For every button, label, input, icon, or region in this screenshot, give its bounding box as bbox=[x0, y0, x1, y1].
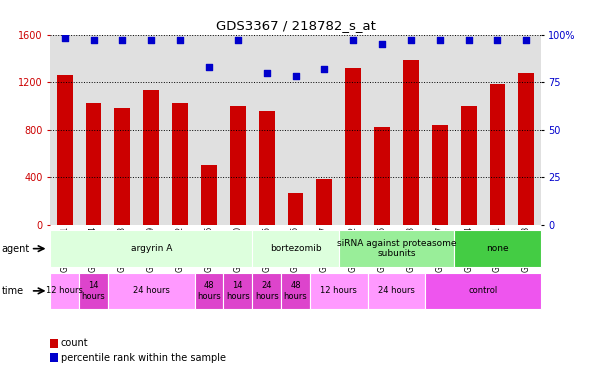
Bar bbox=[79, 35, 108, 225]
Bar bbox=[454, 230, 541, 267]
Bar bbox=[397, 35, 426, 225]
Bar bbox=[374, 127, 390, 225]
Bar bbox=[281, 273, 310, 309]
Point bbox=[406, 37, 415, 43]
Text: 24 hours: 24 hours bbox=[133, 286, 170, 295]
Bar bbox=[108, 35, 137, 225]
Bar bbox=[368, 35, 397, 225]
Bar bbox=[489, 84, 505, 225]
Text: time: time bbox=[2, 286, 24, 296]
Bar bbox=[137, 35, 165, 225]
Bar bbox=[426, 35, 454, 225]
Point bbox=[493, 37, 502, 43]
Point bbox=[118, 37, 127, 43]
Text: count: count bbox=[61, 338, 89, 348]
Bar bbox=[143, 90, 159, 225]
Bar bbox=[252, 273, 281, 309]
Bar bbox=[339, 230, 454, 267]
Bar bbox=[259, 111, 275, 225]
Title: GDS3367 / 218782_s_at: GDS3367 / 218782_s_at bbox=[216, 19, 375, 32]
Text: argyrin A: argyrin A bbox=[131, 244, 172, 253]
Text: 14
hours: 14 hours bbox=[82, 281, 105, 301]
Bar bbox=[57, 75, 73, 225]
Text: 24
hours: 24 hours bbox=[255, 281, 278, 301]
Point bbox=[464, 37, 473, 43]
Text: 12 hours: 12 hours bbox=[320, 286, 357, 295]
Bar bbox=[432, 125, 448, 225]
Bar bbox=[454, 35, 483, 225]
Text: agent: agent bbox=[2, 243, 30, 254]
Bar bbox=[316, 179, 332, 225]
Point bbox=[89, 37, 98, 43]
Point bbox=[435, 37, 444, 43]
Text: percentile rank within the sample: percentile rank within the sample bbox=[61, 353, 226, 362]
Bar bbox=[50, 35, 79, 225]
Text: 24 hours: 24 hours bbox=[378, 286, 415, 295]
Bar bbox=[403, 60, 419, 225]
Bar bbox=[50, 273, 79, 309]
Bar bbox=[281, 35, 310, 225]
Text: 48
hours: 48 hours bbox=[284, 281, 307, 301]
Bar bbox=[345, 68, 361, 225]
Bar bbox=[223, 273, 252, 309]
Text: bortezomib: bortezomib bbox=[269, 244, 322, 253]
Bar bbox=[252, 230, 339, 267]
Bar bbox=[115, 108, 130, 225]
Point bbox=[320, 66, 329, 72]
Point bbox=[349, 37, 358, 43]
Point bbox=[291, 73, 300, 79]
Bar bbox=[172, 103, 188, 225]
Point bbox=[262, 70, 271, 76]
Bar bbox=[108, 273, 194, 309]
Bar bbox=[201, 165, 217, 225]
Bar bbox=[368, 273, 426, 309]
Text: 48
hours: 48 hours bbox=[197, 281, 221, 301]
Bar bbox=[461, 106, 476, 225]
Point bbox=[522, 37, 531, 43]
Point bbox=[204, 64, 214, 70]
Text: none: none bbox=[486, 244, 509, 253]
Point bbox=[176, 37, 185, 43]
Text: siRNA against proteasome
subunits: siRNA against proteasome subunits bbox=[337, 239, 456, 258]
Bar bbox=[86, 103, 102, 225]
Bar bbox=[339, 35, 368, 225]
Bar bbox=[518, 73, 534, 225]
Point bbox=[377, 41, 387, 47]
Bar bbox=[252, 35, 281, 225]
Bar bbox=[288, 192, 303, 225]
Bar bbox=[310, 273, 368, 309]
Point bbox=[147, 37, 156, 43]
Text: control: control bbox=[469, 286, 498, 295]
Bar bbox=[230, 106, 246, 225]
Point bbox=[60, 35, 69, 41]
Bar bbox=[310, 35, 339, 225]
Bar bbox=[194, 273, 223, 309]
Bar bbox=[483, 35, 512, 225]
Bar bbox=[194, 35, 223, 225]
Bar bbox=[50, 230, 252, 267]
Bar bbox=[165, 35, 194, 225]
Bar bbox=[223, 35, 252, 225]
Text: 14
hours: 14 hours bbox=[226, 281, 249, 301]
Point bbox=[233, 37, 242, 43]
Bar bbox=[426, 273, 541, 309]
Text: 12 hours: 12 hours bbox=[46, 286, 83, 295]
Bar bbox=[79, 273, 108, 309]
Bar bbox=[512, 35, 541, 225]
